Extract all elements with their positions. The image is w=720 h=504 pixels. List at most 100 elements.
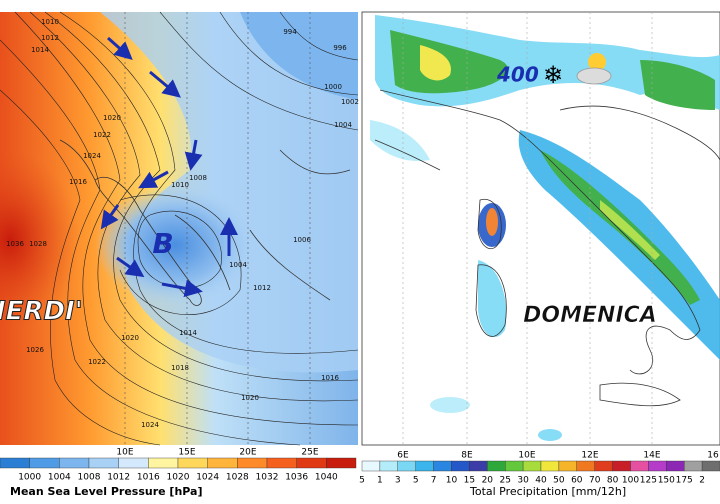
lon-label: 6E: [397, 451, 409, 461]
isobar-label: 1012: [253, 284, 271, 292]
lon-labels: 10E 15E 20E 25E: [116, 448, 318, 458]
precipitation-field: [370, 15, 720, 441]
low-pressure-area: [240, 12, 358, 100]
colorbar-label: 15: [464, 476, 475, 486]
isobar-label: 1018: [171, 364, 189, 372]
isobar-label: 1010: [171, 181, 189, 189]
wind-arrows: [100, 36, 238, 298]
colorbar-swatch: [469, 460, 488, 472]
lon-label: 12E: [581, 451, 598, 461]
lon-grid: [402, 12, 653, 445]
lon-label: 8E: [461, 451, 473, 461]
colorbar-label: 1032: [256, 473, 279, 483]
colorbar-label: 1016: [137, 473, 160, 483]
lon-label: 20E: [239, 448, 256, 458]
colorbar-label: 125: [640, 476, 657, 486]
isobar-label: 1024: [141, 421, 159, 429]
lon-label: 25E: [301, 448, 318, 458]
isobar-labels: 1010 1012 1014 1020 1022 1024 1016 1036 1028 1026…: [6, 18, 359, 429]
colorbar-swatch: [433, 460, 452, 472]
day-label: DOMENICA: [523, 303, 657, 328]
isobar-label: 1026: [26, 346, 44, 354]
colorbar-swatch: [379, 460, 398, 472]
precipitation-map: 400 ❄ DOMENICA 6E 8E 10E 12E 14E 16 5 1 3 5 7 10 15…: [359, 11, 720, 498]
lon-label: 10E: [518, 451, 535, 461]
colorbar-label: 5: [413, 476, 419, 486]
isobar-label: 994: [283, 28, 297, 36]
colorbar-label: 80: [607, 476, 619, 486]
isobar-label: 1020: [121, 334, 139, 342]
colorbar-label: 5: [359, 476, 365, 486]
isobar-label: 1006: [293, 236, 311, 244]
colorbar-swatch: [177, 457, 208, 469]
lon-grid: [124, 12, 311, 445]
isobars: [0, 11, 359, 446]
snowflake-icon: ❄: [543, 61, 563, 89]
isobar-label: 1010: [41, 18, 59, 26]
colorbar-swatch: [684, 460, 703, 472]
lon-label: 16: [707, 451, 719, 461]
colorbar-label: 1000: [18, 473, 41, 483]
isobar-label: 1024: [83, 152, 101, 160]
colorbar-swatch: [361, 460, 381, 472]
colorbar-title: Total Precipitation [mm/12h]: [469, 485, 626, 498]
colorbar-swatch: [648, 460, 667, 472]
colorbar-swatch: [326, 457, 357, 469]
colorbar-label: 7: [431, 476, 437, 486]
pressure-map: 1010 1012 1014 1020 1022 1024 1016 1036 1028 1026…: [0, 11, 359, 498]
colorbar-label: 1024: [196, 473, 219, 483]
colorbar-label: 1012: [107, 473, 130, 483]
colorbar-title: Mean Sea Level Pressure [hPa]: [10, 485, 203, 498]
colorbar-swatch: [415, 460, 434, 472]
colorbar-label: 3: [395, 476, 401, 486]
day-label: IERDI': [0, 297, 83, 327]
colorbar-label: 1028: [226, 473, 249, 483]
isobar-label: 1022: [93, 131, 111, 139]
lon-label: 14E: [643, 451, 660, 461]
colorbar-label: 1: [377, 476, 383, 486]
colorbar-label: 150: [658, 476, 675, 486]
lon-label: 10E: [116, 448, 133, 458]
isobar-label: 1014: [179, 329, 197, 337]
isobar-label: 996: [333, 44, 347, 52]
colorbar-swatch: [701, 460, 720, 472]
colorbar-swatch: [612, 460, 631, 472]
isobar-label: 1012: [41, 34, 59, 42]
colorbar-label: 175: [676, 476, 693, 486]
colorbar-label: 2: [699, 476, 705, 486]
colorbar-label: 1020: [167, 473, 190, 483]
lon-labels: 6E 8E 10E 12E 14E 16: [397, 451, 719, 461]
colorbar-swatch: [88, 457, 119, 469]
colorbar: 1000 1004 1008 1012 1016 1020 1024 1028 1032 1036…: [0, 457, 357, 483]
isobar-label: 1014: [31, 46, 49, 54]
snow-level: 400: [496, 63, 539, 87]
colorbar-label: 1036: [285, 473, 308, 483]
isobar-label: 1016: [69, 178, 87, 186]
colorbar-swatch: [29, 457, 60, 469]
colorbar-label: 100: [622, 476, 639, 486]
isobar-label: 1028: [29, 240, 47, 248]
isobar-label: 1016: [321, 374, 339, 382]
low-label: B: [152, 227, 173, 260]
colorbar-swatch: [594, 460, 613, 472]
colorbar-label: 1008: [78, 473, 101, 483]
colorbar-swatch: [148, 457, 179, 469]
colorbar-swatch: [0, 457, 30, 469]
colorbar-swatch: [576, 460, 595, 472]
isobar-label: 1002: [341, 98, 359, 106]
colorbar-swatch: [558, 460, 578, 472]
colorbar-swatch: [522, 460, 542, 472]
colorbar-label: 10: [446, 476, 458, 486]
colorbar-swatch: [207, 457, 238, 469]
isobar-label: 1004: [229, 261, 247, 269]
colorbar-swatch: [505, 460, 524, 472]
isobar-label: 1022: [88, 358, 106, 366]
high-center: [0, 150, 80, 330]
colorbar-label: 40: [535, 476, 547, 486]
isobar-label: 1036: [6, 240, 24, 248]
colorbar-swatch: [630, 460, 649, 472]
colorbar-label: 25: [499, 476, 510, 486]
colorbar-swatch: [266, 457, 297, 469]
colorbar-swatch: [59, 457, 90, 469]
isobar-label: 1020: [103, 114, 121, 122]
